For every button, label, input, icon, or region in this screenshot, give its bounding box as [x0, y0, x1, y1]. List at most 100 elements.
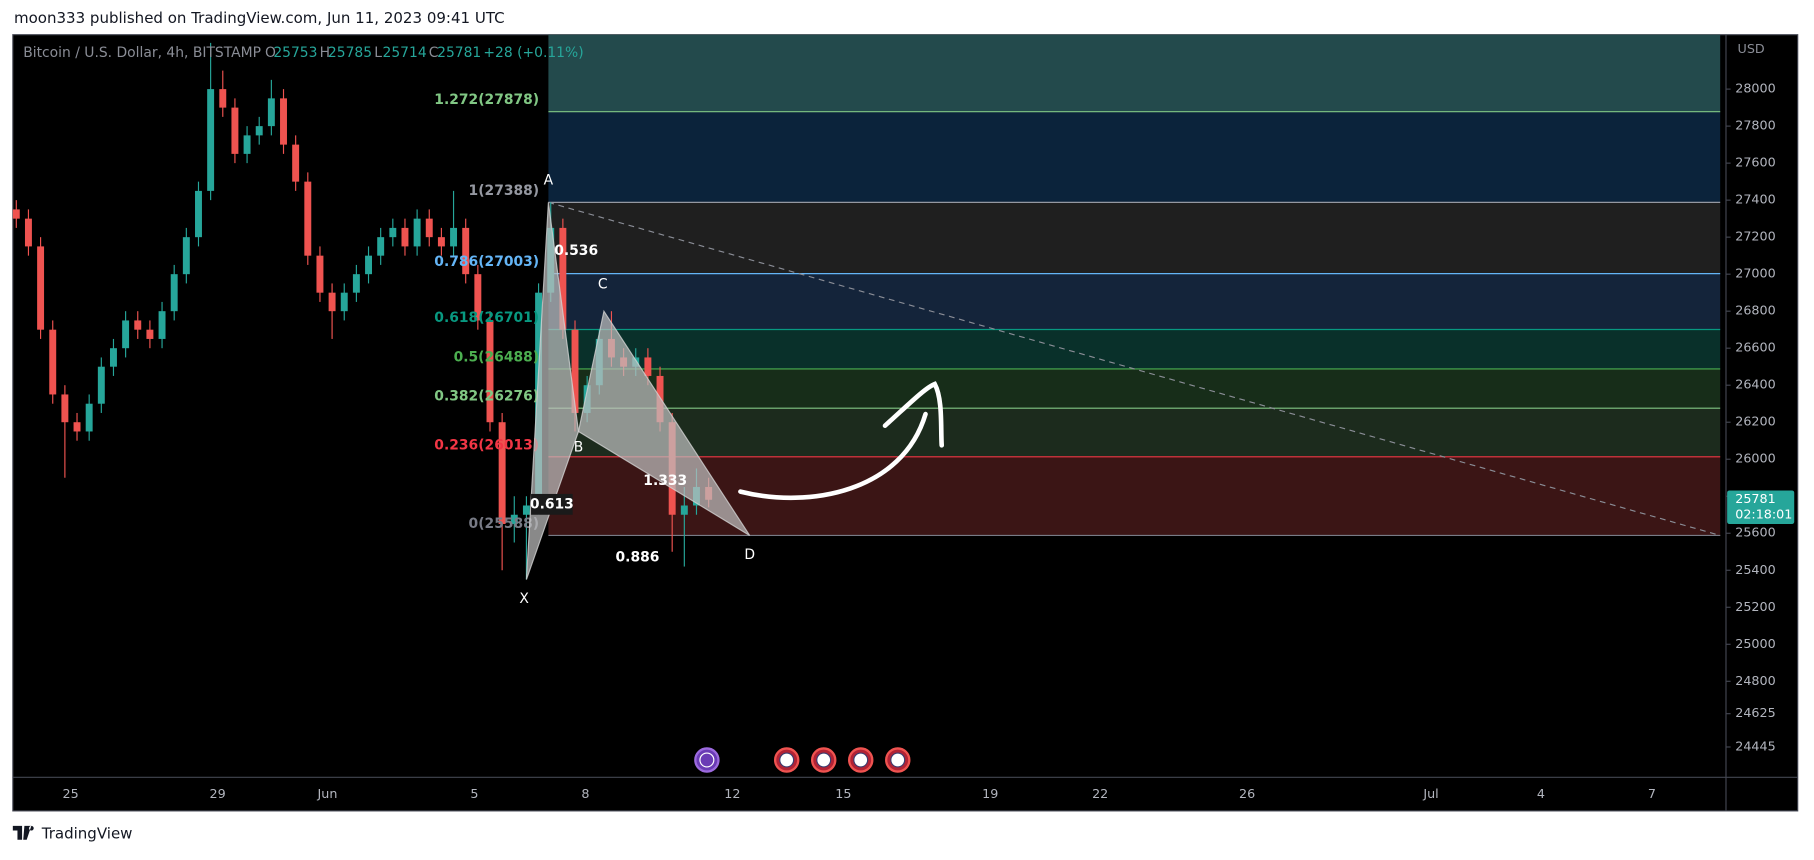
- price-tick-label: 24625: [1735, 705, 1775, 720]
- ohlc-key: C: [429, 45, 439, 61]
- fib-label: 1(27388): [469, 183, 540, 199]
- price-tick-label: 26600: [1735, 340, 1775, 355]
- price-tick-label: 26400: [1735, 377, 1775, 392]
- price-tick-label: 26200: [1735, 414, 1775, 429]
- candle-body: [559, 227, 567, 330]
- ohlc-change: +28 (+0.11%): [483, 45, 583, 61]
- candle-body: [365, 255, 372, 275]
- price-tick-label: 27000: [1735, 266, 1775, 281]
- candle-body: [292, 144, 300, 182]
- candle-body: [12, 209, 20, 219]
- candle-body: [377, 237, 385, 256]
- time-tick-label: 7: [1648, 786, 1656, 801]
- ratio-label: 0.886: [616, 550, 660, 566]
- candle-body: [425, 218, 433, 238]
- pattern-point-label: B: [574, 440, 584, 456]
- candle-body: [389, 227, 397, 238]
- event-icon-inner: [779, 752, 795, 768]
- fib-band: [548, 202, 1721, 274]
- ratio-label: 0.613: [530, 496, 574, 512]
- fib-band: [548, 456, 1721, 536]
- time-tick-label: 29: [209, 786, 225, 801]
- candle-body: [267, 98, 275, 127]
- time-tick-label: 12: [724, 786, 740, 801]
- price-tick-label: 27600: [1735, 155, 1775, 170]
- pattern-point-label: C: [598, 277, 608, 293]
- time-tick-label: Jun: [317, 786, 338, 801]
- candle-body: [49, 329, 57, 395]
- candle-body: [280, 98, 287, 145]
- candle-body: [474, 274, 482, 321]
- price-tick-label: 26000: [1735, 451, 1775, 466]
- pattern-point-label: A: [544, 172, 554, 188]
- candle-body: [450, 227, 458, 247]
- price-tick-label: 27400: [1735, 192, 1775, 207]
- fib-label: 1.272(27878): [434, 92, 539, 108]
- candle-body: [134, 320, 142, 330]
- candle-body: [522, 505, 530, 515]
- trend-line: [548, 201, 1721, 537]
- candle-body: [644, 357, 652, 376]
- pattern-triangle: [577, 309, 751, 536]
- candle-body: [146, 329, 154, 339]
- candle-body: [352, 274, 360, 293]
- drawn-arrow: [738, 381, 945, 501]
- candle-body: [109, 348, 117, 367]
- candle-body: [122, 320, 130, 349]
- candle-body: [304, 181, 312, 256]
- time-tick-label: 25: [63, 786, 79, 801]
- candle-body: [328, 292, 336, 312]
- fib-band: [548, 34, 1721, 112]
- axis-unit: USD: [1738, 41, 1765, 56]
- price-tag: [1727, 490, 1795, 525]
- time-tick-label: 4: [1537, 786, 1545, 801]
- ratio-bg: [531, 493, 573, 515]
- candle-body: [413, 218, 421, 247]
- fib-band: [548, 368, 1721, 409]
- candle-body: [170, 274, 178, 312]
- symbol: Bitcoin / U.S. Dollar, 4h, BITSTAMP: [23, 45, 261, 61]
- ohlc-value: 25714: [383, 45, 427, 61]
- candle-body: [219, 89, 227, 108]
- tradingview-logo: TradingView: [12, 825, 133, 843]
- price-tick-label: 28000: [1735, 81, 1775, 96]
- logo-icon: [12, 825, 34, 840]
- candle-body: [571, 329, 579, 413]
- candle-body: [243, 135, 251, 154]
- candle-body: [462, 227, 470, 275]
- price-tick-label: 24445: [1735, 738, 1775, 753]
- time-tick-label: 5: [470, 786, 478, 801]
- fib-label: 0.618(26701): [434, 310, 539, 326]
- fib-label: 0.5(26488): [454, 349, 540, 365]
- candle-body: [401, 227, 409, 247]
- price-tick-label: 25400: [1735, 562, 1775, 577]
- fib-label: 0.236(26013): [434, 437, 539, 453]
- candle-body: [316, 255, 324, 293]
- publish-header: moon333 published on TradingView.com, Ju…: [14, 9, 505, 27]
- ohlc-value: 25753: [273, 45, 317, 61]
- fib-label: 0.786(27003): [434, 254, 539, 270]
- time-tick-label: 26: [1239, 786, 1255, 801]
- ohlc-key: O: [265, 45, 276, 61]
- candle-body: [437, 237, 445, 247]
- ohlc-value: 25785: [328, 45, 372, 61]
- price-tick-label: 25600: [1735, 525, 1775, 540]
- fib-band: [548, 111, 1721, 203]
- price-tick-label: 27800: [1735, 118, 1775, 133]
- candle-body: [158, 311, 166, 339]
- fib-label: 0(25588): [469, 516, 540, 532]
- candle-body: [498, 422, 506, 524]
- time-tick-label: 22: [1092, 786, 1108, 801]
- candle-body: [85, 403, 93, 432]
- fib-band: [548, 329, 1721, 369]
- price-tick-label: 25000: [1735, 636, 1775, 651]
- ratio-label: 1.333: [643, 473, 687, 489]
- plot: 1.272(27878) 1(27388) 0.786(27003) 0.618(26…: [12, 34, 1721, 773]
- event-icon-inner: [699, 752, 715, 768]
- candle-body: [510, 514, 518, 524]
- footer: TradingView: [41, 825, 133, 843]
- candle-body: [37, 246, 45, 330]
- price-tag-price: 25781: [1735, 491, 1775, 506]
- candle-body: [73, 422, 81, 432]
- candle-body: [340, 292, 348, 312]
